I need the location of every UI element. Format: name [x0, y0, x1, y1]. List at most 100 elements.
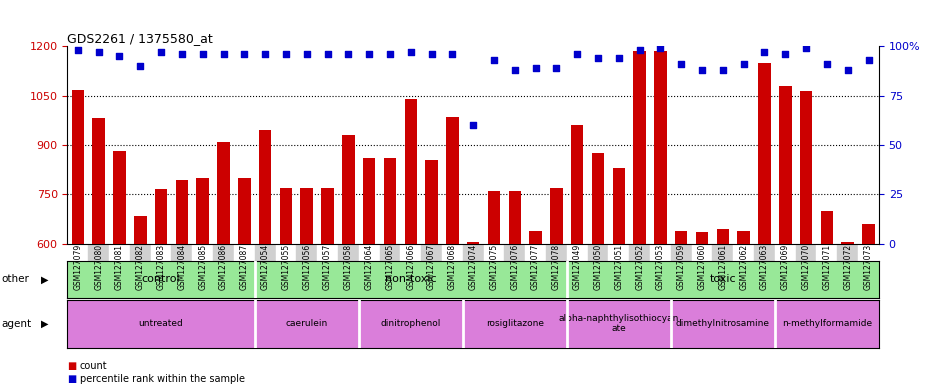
Bar	[255, 244, 275, 261]
Bar	[212, 244, 234, 261]
Bar	[234, 244, 255, 261]
Point	[382, 51, 397, 57]
Bar	[653, 51, 666, 244]
Point	[133, 63, 148, 69]
Text: GSM127064: GSM127064	[364, 244, 373, 290]
Text: GSM127056: GSM127056	[302, 244, 311, 290]
Bar	[300, 188, 313, 244]
Bar	[546, 244, 566, 261]
Bar	[238, 178, 250, 244]
Text: GSM127057: GSM127057	[323, 244, 331, 290]
Point	[548, 65, 563, 71]
Bar	[362, 158, 375, 244]
Text: GSM127067: GSM127067	[427, 244, 435, 290]
Bar	[462, 300, 566, 348]
Bar	[607, 244, 629, 261]
Text: non-toxic: non-toxic	[385, 274, 436, 285]
Bar	[737, 231, 749, 244]
Text: GSM127060: GSM127060	[696, 244, 706, 290]
Bar	[861, 224, 874, 244]
Point	[320, 51, 335, 57]
Bar	[857, 244, 878, 261]
Text: GSM127051: GSM127051	[614, 244, 622, 290]
Text: GSM127071: GSM127071	[822, 244, 830, 290]
Bar	[629, 244, 650, 261]
Text: GSM127084: GSM127084	[177, 244, 186, 290]
Text: GSM127085: GSM127085	[198, 244, 207, 290]
Bar	[549, 188, 562, 244]
Text: GSM127063: GSM127063	[759, 244, 768, 290]
Point	[694, 67, 709, 73]
Bar	[508, 191, 520, 244]
Text: GSM127069: GSM127069	[780, 244, 789, 290]
Text: ■: ■	[67, 361, 77, 371]
Text: ▶: ▶	[41, 274, 49, 285]
Point	[195, 51, 210, 57]
Bar	[525, 244, 546, 261]
Bar	[442, 244, 462, 261]
Point	[632, 47, 647, 53]
Text: control: control	[141, 274, 181, 285]
Point	[174, 51, 189, 57]
Bar	[296, 244, 316, 261]
Point	[797, 45, 812, 51]
Point	[840, 67, 855, 73]
Text: dinitrophenol: dinitrophenol	[380, 319, 441, 328]
Bar	[404, 99, 417, 244]
Bar	[384, 158, 396, 244]
Bar	[774, 300, 878, 348]
Bar	[841, 242, 853, 244]
Text: GSM127066: GSM127066	[406, 244, 415, 290]
Text: n-methylformamide: n-methylformamide	[781, 319, 871, 328]
Text: count: count	[80, 361, 107, 371]
Bar	[695, 232, 708, 244]
Point	[278, 51, 293, 57]
Bar	[67, 244, 88, 261]
Text: GSM127081: GSM127081	[115, 244, 124, 290]
Bar	[650, 244, 670, 261]
Text: GSM127050: GSM127050	[592, 244, 602, 290]
Text: percentile rank within the sample: percentile rank within the sample	[80, 374, 244, 384]
Point	[714, 67, 729, 73]
Bar	[67, 261, 255, 298]
Bar	[71, 89, 84, 244]
Bar	[633, 51, 645, 244]
Bar	[587, 244, 607, 261]
Text: GSM127065: GSM127065	[385, 244, 394, 290]
Bar	[674, 231, 687, 244]
Text: GSM127082: GSM127082	[136, 244, 145, 290]
Text: GSM127075: GSM127075	[489, 244, 498, 290]
Bar	[799, 91, 812, 244]
Bar	[425, 160, 437, 244]
Text: GSM127058: GSM127058	[344, 244, 353, 290]
Bar	[566, 261, 878, 298]
Bar	[420, 244, 442, 261]
Bar	[134, 216, 146, 244]
Bar	[400, 244, 420, 261]
Text: GSM127068: GSM127068	[447, 244, 457, 290]
Text: GSM127078: GSM127078	[551, 244, 561, 290]
Text: rosiglitazone: rosiglitazone	[485, 319, 543, 328]
Bar	[757, 63, 770, 244]
Bar	[192, 244, 212, 261]
Text: GSM127059: GSM127059	[676, 244, 685, 290]
Text: GSM127077: GSM127077	[531, 244, 539, 290]
Text: GSM127062: GSM127062	[739, 244, 747, 290]
Point	[402, 49, 417, 55]
Text: GSM127076: GSM127076	[510, 244, 519, 290]
Bar	[321, 188, 333, 244]
Bar	[592, 153, 604, 244]
Bar	[529, 231, 541, 244]
Bar	[711, 244, 733, 261]
Point	[506, 67, 521, 73]
Point	[736, 61, 751, 67]
Text: GSM127054: GSM127054	[260, 244, 270, 290]
Text: GSM127053: GSM127053	[655, 244, 665, 290]
Text: GSM127073: GSM127073	[863, 244, 872, 290]
Bar	[778, 86, 791, 244]
Text: GSM127083: GSM127083	[156, 244, 166, 290]
Bar	[67, 300, 255, 348]
Bar	[154, 189, 168, 244]
Point	[756, 49, 771, 55]
Point	[112, 53, 127, 59]
